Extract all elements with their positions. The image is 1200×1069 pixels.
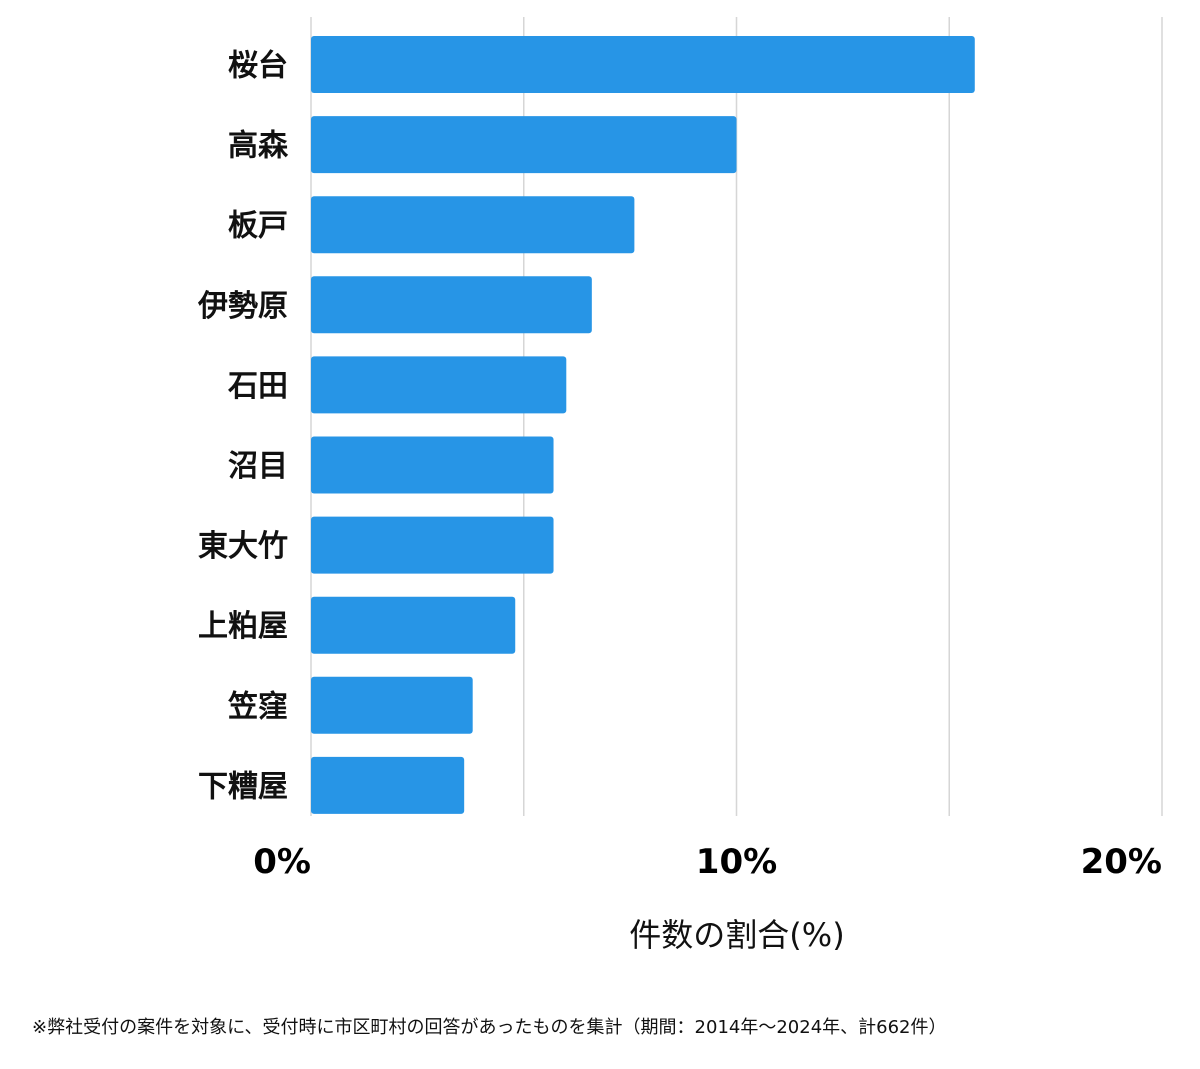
bar (311, 596, 516, 654)
bar (311, 36, 975, 93)
x-tick-labels: 0% 10% 20% (253, 842, 1162, 882)
x-tick-label: 20% (1081, 842, 1162, 882)
footnote: ※弊社受付の案件を対象に、受付時に市区町村の回答があったものを集計（期間：201… (32, 1017, 947, 1038)
category-label: 高森 (228, 129, 289, 164)
category-label: 笠窪 (228, 689, 288, 724)
bar (311, 356, 567, 414)
x-axis-title: 件数の割合(%) (629, 916, 844, 954)
category-label: 伊勢原 (197, 289, 288, 324)
bar (311, 196, 635, 254)
bars (311, 36, 975, 814)
bar (311, 756, 465, 814)
category-label: 上粕屋 (198, 609, 288, 644)
category-label: 下糟屋 (198, 769, 288, 804)
x-tick-label: 0% (253, 842, 311, 882)
bar (311, 436, 554, 494)
bar (311, 676, 473, 734)
category-label: 板戸 (228, 209, 288, 244)
x-tick-label: 10% (696, 842, 777, 882)
category-label: 沼目 (228, 449, 288, 484)
category-label: 石田 (227, 369, 288, 404)
bar (311, 276, 592, 334)
bar (311, 516, 554, 574)
category-label: 東大竹 (198, 529, 288, 564)
category-label: 桜台 (228, 49, 288, 84)
bar (311, 116, 737, 174)
